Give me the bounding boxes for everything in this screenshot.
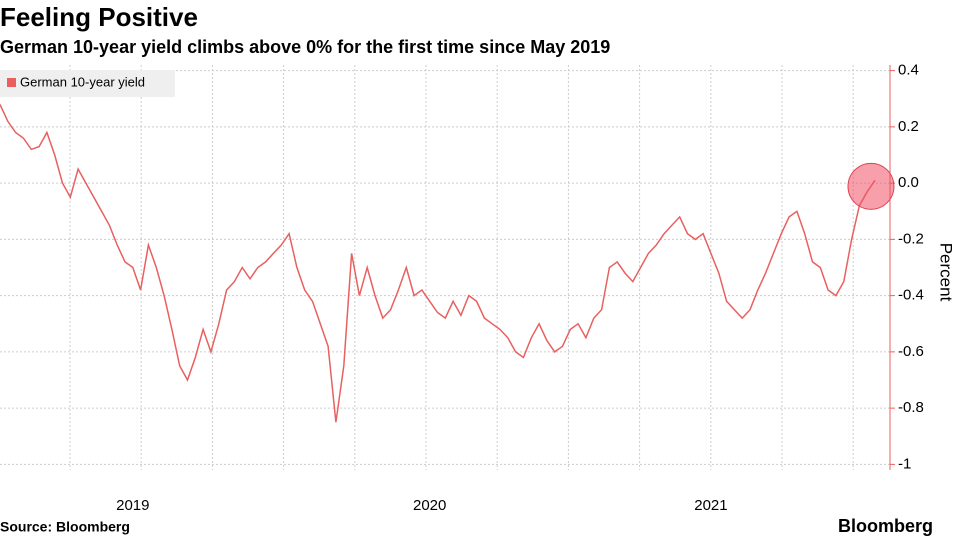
- y-tick-label: -1: [898, 455, 911, 472]
- legend-swatch: [7, 78, 16, 87]
- y-axis-label: Percent: [937, 243, 956, 302]
- highlight-circle: [847, 162, 895, 210]
- chart-title: Feeling Positive: [0, 2, 198, 32]
- y-tick-label: 0.2: [898, 118, 919, 135]
- x-tick-label: 2021: [694, 497, 727, 514]
- line-series: [0, 104, 876, 423]
- y-tick-label: -0.2: [898, 230, 924, 247]
- x-tick-label: 2019: [116, 497, 149, 514]
- y-tick-label: 0.0: [898, 174, 919, 191]
- y-tick-label: -0.4: [898, 287, 924, 304]
- legend-box: [0, 70, 175, 97]
- y-tick-label: -0.8: [898, 399, 924, 416]
- legend-label: German 10-year yield: [20, 74, 145, 89]
- brand: Bloomberg: [838, 516, 933, 536]
- chart-subtitle: German 10-year yield climbs above 0% for…: [0, 37, 610, 57]
- x-tick-label: 2020: [413, 497, 446, 514]
- source: Source: Bloomberg: [0, 519, 130, 535]
- y-tick-label: 0.4: [898, 62, 919, 79]
- y-tick-label: -0.6: [898, 343, 924, 360]
